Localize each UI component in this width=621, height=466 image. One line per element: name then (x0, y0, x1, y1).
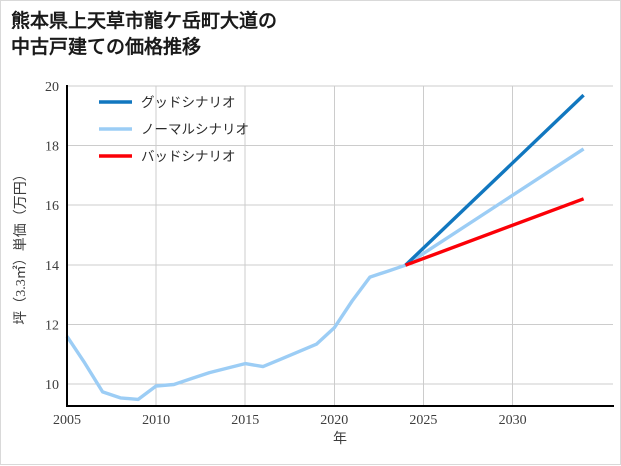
legend-item-bad[interactable]: バッドシナリオ (99, 149, 236, 164)
x-tick-2005: 2005 (53, 413, 81, 428)
y-tick-12: 12 (45, 318, 59, 333)
x-tick-2015: 2015 (231, 413, 259, 428)
y-tick-20: 20 (45, 80, 59, 95)
x-tick-2025: 2025 (409, 413, 437, 428)
x-tick-2020: 2020 (320, 413, 348, 428)
series-line-good (404, 93, 585, 267)
y-axis-label: 坪（3.3㎡）単価（万円） (13, 167, 29, 325)
legend-item-normal[interactable]: ノーマルシナリオ (99, 122, 249, 137)
chart-title: 熊本県上天草市龍ケ岳町大道の 中古戸建ての価格推移 (11, 9, 611, 61)
series-line-bad (404, 197, 585, 267)
axes (66, 85, 614, 407)
legend-item-good[interactable]: グッドシナリオ (99, 95, 236, 110)
y-tick-10: 10 (45, 378, 59, 393)
y-tick-labels: 20 18 16 14 12 10 (45, 80, 59, 393)
y-gridlines (67, 85, 613, 385)
x-tick-labels: 2005 2010 2015 2020 2025 2030 (53, 413, 527, 428)
x-tick-2010: 2010 (142, 413, 170, 428)
y-tick-18: 18 (45, 140, 59, 155)
x-gridlines (66, 86, 514, 406)
x-tick-2030: 2030 (499, 413, 527, 428)
legend-label-bad: バッドシナリオ (141, 149, 236, 164)
chart-title-text: 熊本県上天草市龍ケ岳町大道の 中古戸建ての価格推移 (11, 11, 278, 59)
x-axis-label: 年 (333, 431, 347, 447)
y-tick-14: 14 (45, 259, 59, 274)
y-tick-16: 16 (45, 199, 59, 214)
series-line-normal (65, 147, 585, 402)
legend-label-good: グッドシナリオ (141, 95, 236, 110)
chart-legend: グッドシナリオ ノーマルシナリオ バッドシナリオ (99, 95, 249, 164)
legend-label-normal: ノーマルシナリオ (141, 122, 249, 137)
